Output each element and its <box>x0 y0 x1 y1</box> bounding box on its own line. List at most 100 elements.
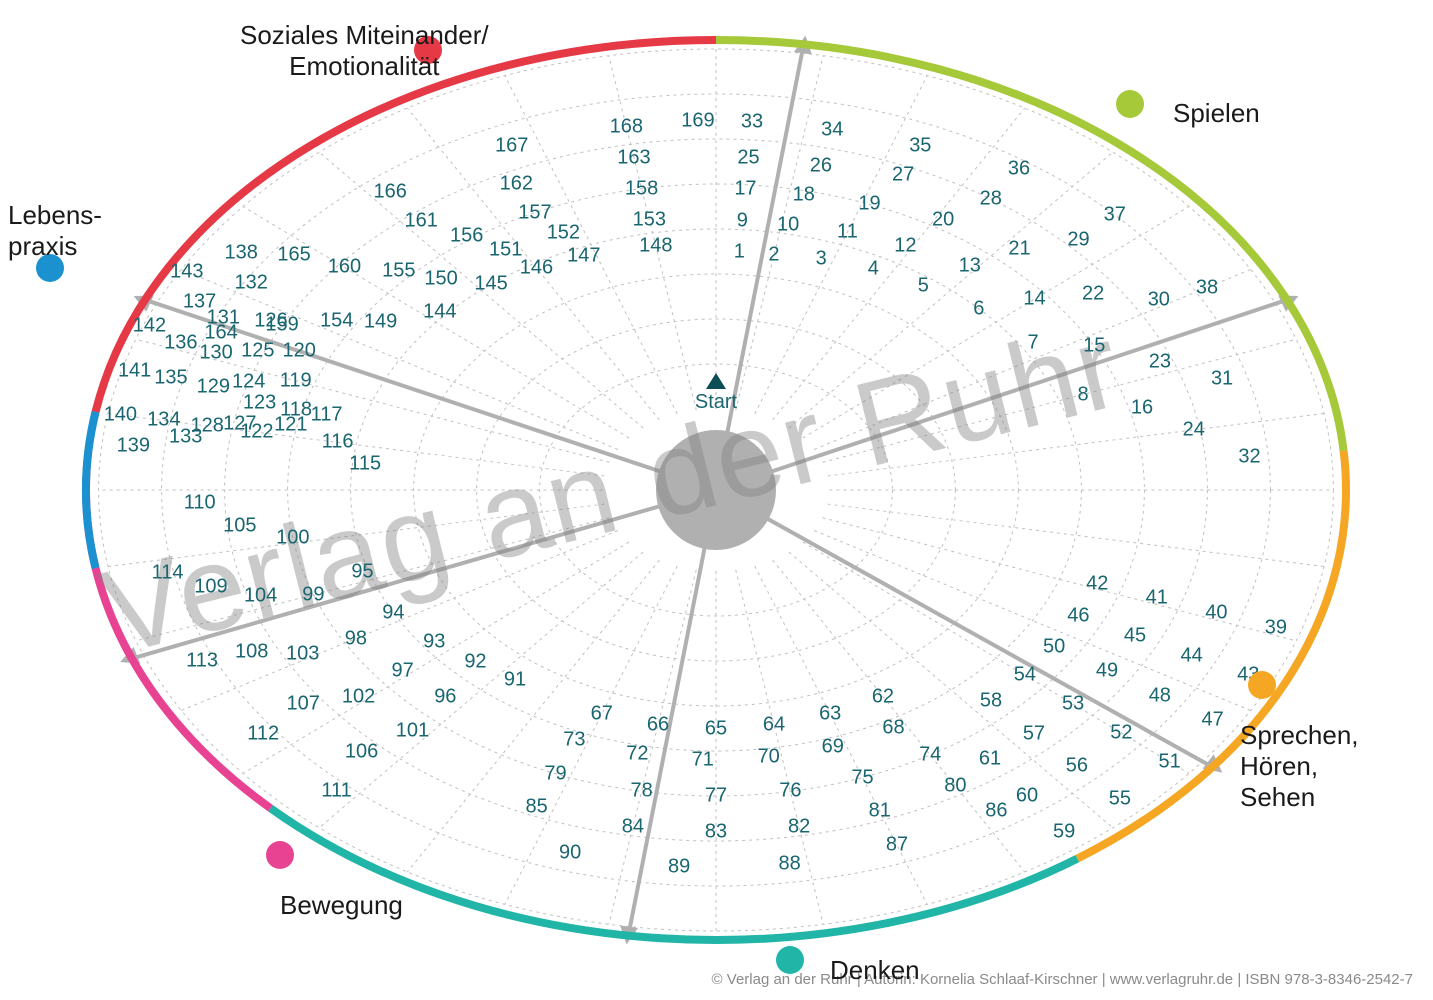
cell-158: 158 <box>625 177 658 200</box>
cell-75: 75 <box>851 766 873 789</box>
cell-109: 109 <box>194 575 227 598</box>
cell-44: 44 <box>1181 644 1203 667</box>
cell-88: 88 <box>779 853 801 876</box>
cell-142: 142 <box>133 315 166 338</box>
cell-64: 64 <box>763 713 785 736</box>
cell-80: 80 <box>944 775 966 798</box>
cell-7: 7 <box>1027 331 1038 354</box>
cell-63: 63 <box>819 703 841 726</box>
cell-79: 79 <box>544 762 566 785</box>
cell-110: 110 <box>184 491 216 514</box>
cell-39: 39 <box>1265 616 1287 639</box>
cell-138: 138 <box>225 241 258 264</box>
cell-77: 77 <box>705 785 727 808</box>
cell-18: 18 <box>793 184 815 207</box>
cell-53: 53 <box>1062 693 1084 716</box>
cell-51: 51 <box>1159 750 1181 773</box>
cell-6: 6 <box>973 297 984 320</box>
cell-50: 50 <box>1043 635 1065 658</box>
cell-3: 3 <box>816 247 827 270</box>
spr-dot <box>1248 671 1276 699</box>
cell-94: 94 <box>382 601 404 624</box>
cell-86: 86 <box>985 799 1007 822</box>
cell-119: 119 <box>280 369 312 392</box>
cell-167: 167 <box>495 135 528 158</box>
cell-156: 156 <box>450 224 483 247</box>
cell-38: 38 <box>1196 276 1218 299</box>
cell-29: 29 <box>1067 228 1089 251</box>
cell-21: 21 <box>1008 238 1030 261</box>
cell-105: 105 <box>223 514 256 537</box>
cell-139: 139 <box>117 435 150 458</box>
cell-2: 2 <box>768 244 779 267</box>
cell-166: 166 <box>374 181 407 204</box>
cell-23: 23 <box>1149 350 1171 373</box>
cell-8: 8 <box>1077 383 1088 406</box>
cell-16: 16 <box>1131 397 1153 420</box>
cell-95: 95 <box>351 561 373 584</box>
cell-153: 153 <box>633 208 666 231</box>
cell-45: 45 <box>1124 624 1146 647</box>
cell-143: 143 <box>170 260 203 283</box>
cell-83: 83 <box>705 821 727 844</box>
cell-25: 25 <box>737 146 759 169</box>
cell-89: 89 <box>668 856 690 879</box>
bew-label: Bewegung <box>280 890 403 921</box>
footer-text: © Verlag an der Ruhr | Autorin: Kornelia… <box>712 971 1413 988</box>
soz-label: Soziales Miteinander/Emotionalität <box>240 20 489 82</box>
cell-117: 117 <box>311 404 343 427</box>
cell-92: 92 <box>464 650 486 673</box>
cell-47: 47 <box>1202 709 1224 732</box>
cell-49: 49 <box>1096 660 1118 683</box>
cell-136: 136 <box>164 332 197 355</box>
cell-10: 10 <box>777 213 799 236</box>
cell-54: 54 <box>1014 664 1036 687</box>
cell-123: 123 <box>243 391 276 414</box>
cell-76: 76 <box>779 780 801 803</box>
cell-147: 147 <box>567 245 600 268</box>
cell-33: 33 <box>741 110 763 133</box>
cell-101: 101 <box>396 719 429 742</box>
cell-104: 104 <box>244 584 277 607</box>
cell-148: 148 <box>639 235 672 258</box>
cell-120: 120 <box>283 340 316 363</box>
leb-label: Lebens-praxis <box>8 200 102 262</box>
cell-135: 135 <box>154 367 187 390</box>
cell-66: 66 <box>647 713 669 736</box>
cell-165: 165 <box>277 243 310 266</box>
cell-4: 4 <box>868 258 879 281</box>
cell-12: 12 <box>894 234 916 257</box>
den-dot <box>776 946 804 974</box>
cell-93: 93 <box>423 630 445 653</box>
cell-154: 154 <box>320 309 353 332</box>
cell-36: 36 <box>1008 158 1030 181</box>
cell-103: 103 <box>286 642 319 665</box>
cell-32: 32 <box>1238 445 1260 468</box>
cell-162: 162 <box>500 173 533 196</box>
cell-61: 61 <box>979 748 1001 771</box>
cell-116: 116 <box>322 431 354 454</box>
cell-100: 100 <box>276 526 309 549</box>
cell-145: 145 <box>474 273 507 296</box>
cell-40: 40 <box>1205 602 1227 625</box>
cell-149: 149 <box>364 311 397 334</box>
cell-114: 114 <box>152 562 184 585</box>
cell-108: 108 <box>235 640 268 663</box>
cell-55: 55 <box>1109 788 1131 811</box>
cell-9: 9 <box>737 209 748 232</box>
cell-140: 140 <box>104 403 137 426</box>
cell-112: 112 <box>247 722 279 745</box>
cell-96: 96 <box>434 686 456 709</box>
cell-146: 146 <box>520 256 553 279</box>
cell-67: 67 <box>591 703 613 726</box>
cell-58: 58 <box>980 689 1002 712</box>
cell-60: 60 <box>1016 784 1038 807</box>
cell-169: 169 <box>681 110 714 133</box>
cell-113: 113 <box>186 650 218 673</box>
cell-26: 26 <box>810 154 832 177</box>
cell-22: 22 <box>1082 283 1104 306</box>
cell-107: 107 <box>286 693 319 716</box>
cell-150: 150 <box>424 268 457 291</box>
cell-134: 134 <box>147 409 180 432</box>
cell-159: 159 <box>265 314 298 337</box>
